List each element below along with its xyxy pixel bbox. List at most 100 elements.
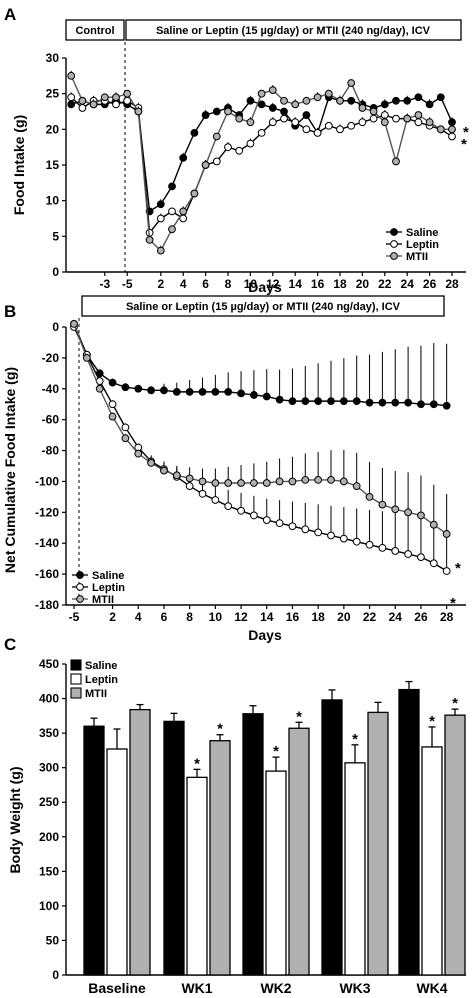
panel-a-data-point-mtii (190, 189, 199, 198)
bar-saline-baseline (83, 725, 105, 976)
panel-b-data-point-leptin (250, 511, 258, 520)
panel-a-data-point-saline (212, 107, 221, 116)
panel-a-data-point-mtii (336, 96, 344, 105)
panel-a-data-point-mtii (145, 236, 154, 244)
panel-a-y-axis-label: Food Intake (g) (11, 115, 27, 215)
panel-a-data-point-saline (179, 153, 188, 162)
panel-b-data-point-mtii (288, 477, 297, 486)
panel-b-data-point-leptin (391, 547, 400, 555)
panel-b-y-tick-label: -120 (35, 505, 59, 519)
panel-a-y-tick-label: 25 (46, 87, 60, 101)
bar-mtii-wk4 (444, 714, 466, 976)
panel-b-data-point-mtii (70, 320, 78, 328)
panel-a-x-tick-label: -3 (99, 277, 110, 291)
panel-b-data-point-mtii (95, 384, 104, 393)
panel-a-data-point-leptin (280, 114, 288, 123)
panel-a-data-point-mtii (179, 207, 188, 216)
panel-a-chart: Control Saline or Leptin (15 µg/day) or … (11, 19, 469, 295)
panel-b-data-point-mtii (339, 477, 348, 486)
panel-a-data-point-mtii (67, 71, 76, 80)
panel-b-chart: Saline or Leptin (15 µg/day) or MTII (24… (2, 295, 466, 643)
panel-b-data-point-saline (108, 378, 117, 387)
panel-a-data-point-mtii (324, 89, 333, 98)
panel-b-y-tick-label: -100 (35, 474, 59, 488)
panel-c-legend-swatch (70, 659, 82, 671)
panel-a-legend-marker (390, 252, 398, 260)
panel-c-category-label: WK1 (181, 980, 212, 996)
panel-b-data-point-mtii (250, 479, 258, 487)
panel-b-significance-star-1: * (455, 560, 461, 577)
panel-a-data-point-mtii (201, 161, 210, 169)
panel-a-data-point-leptin (168, 207, 176, 216)
panel-a-data-point-mtii (380, 118, 389, 127)
panel-b-y-tick-label: -20 (42, 351, 60, 365)
panel-a-y-tick-label: 20 (46, 122, 60, 136)
bar-mtii-wk3 (367, 711, 389, 976)
panel-b-data-point-mtii (404, 508, 413, 517)
panel-b-data-point-mtii (417, 511, 425, 520)
panel-label-c: C (4, 635, 16, 654)
panel-a-data-point-leptin (67, 93, 76, 102)
panel-b-data-point-saline (365, 398, 374, 407)
panel-c-y-tick-label: 450 (39, 657, 59, 671)
panel-b-y-tick-label: -180 (35, 598, 59, 612)
panel-b-data-point-leptin (429, 559, 438, 568)
panel-b-data-point-saline (327, 397, 335, 406)
panel-a-data-point-leptin (78, 104, 87, 112)
panel-a-data-point-leptin (369, 114, 378, 123)
panel-b-data-point-mtii (301, 476, 310, 484)
panel-b-legend-marker (76, 583, 84, 591)
panel-b-data-point-mtii (198, 477, 207, 486)
panel-c-y-tick-label: 0 (52, 968, 59, 982)
panel-b-data-point-leptin (224, 502, 233, 511)
panel-b-x-tick-label: 16 (286, 610, 300, 624)
bar-significance-star: * (273, 743, 279, 760)
panel-a-data-point-mtii (302, 96, 311, 105)
panel-a-data-point-mtii (134, 107, 143, 116)
panel-b-data-point-leptin (108, 400, 117, 409)
panel-b-data-point-leptin (121, 423, 130, 432)
panel-b-treatment-box (81, 295, 445, 317)
panel-b-y-tick-label: -140 (35, 536, 59, 550)
bar-leptin-baseline (106, 748, 128, 976)
panel-a-data-point-leptin (302, 125, 311, 134)
panel-a-x-axis-label: Days (248, 279, 282, 295)
bar-significance-star: * (217, 721, 223, 738)
panel-b-data-point-leptin (262, 516, 271, 524)
panel-b-data-point-saline (339, 397, 348, 406)
panel-a-data-point-mtii (168, 225, 176, 234)
panel-a-data-point-mtii (257, 89, 266, 98)
panel-c-category-label: WK4 (416, 980, 447, 996)
panel-c-category-label: WK2 (260, 980, 291, 996)
panel-b-data-point-mtii (160, 466, 168, 475)
bar-significance-star: * (352, 731, 358, 748)
bar-leptin-wk4 (421, 746, 443, 976)
panel-c-y-tick-label: 50 (46, 933, 60, 947)
panel-a-significance-star-2: * (461, 136, 467, 153)
panel-b-data-point-mtii (211, 479, 220, 487)
bar-mtii-wk1 (209, 740, 231, 976)
panel-a-data-point-saline (436, 93, 445, 102)
panel-b-data-point-leptin (365, 540, 374, 549)
panel-a-data-point-saline (168, 182, 176, 191)
panel-label-a: A (4, 5, 16, 24)
panel-b-data-point-mtii (185, 474, 194, 483)
panel-a-data-point-leptin (268, 118, 277, 127)
panel-a-legend-marker (390, 240, 398, 248)
panel-a-x-tick-label: 18 (333, 277, 347, 291)
panel-a-data-point-saline (156, 200, 165, 209)
panel-a-data-point-saline (414, 93, 423, 102)
panel-c-y-tick-label: 100 (39, 899, 59, 913)
bar-leptin-wk1 (186, 776, 208, 976)
panel-b-series-line-mtii (73, 323, 448, 535)
panel-b-data-point-mtii (391, 505, 400, 514)
panel-b-data-point-saline (404, 398, 413, 407)
panel-a-data-point-leptin (291, 118, 300, 127)
bar-leptin-wk2 (265, 770, 287, 976)
panel-c-category-label: WK3 (339, 980, 370, 996)
panel-b-data-point-leptin (211, 496, 220, 504)
panel-a-legend-marker (390, 228, 398, 236)
panel-b-x-tick-label: 12 (234, 610, 248, 624)
panel-a-data-point-leptin (448, 132, 456, 141)
panel-a-x-tick-label: 22 (378, 277, 392, 291)
